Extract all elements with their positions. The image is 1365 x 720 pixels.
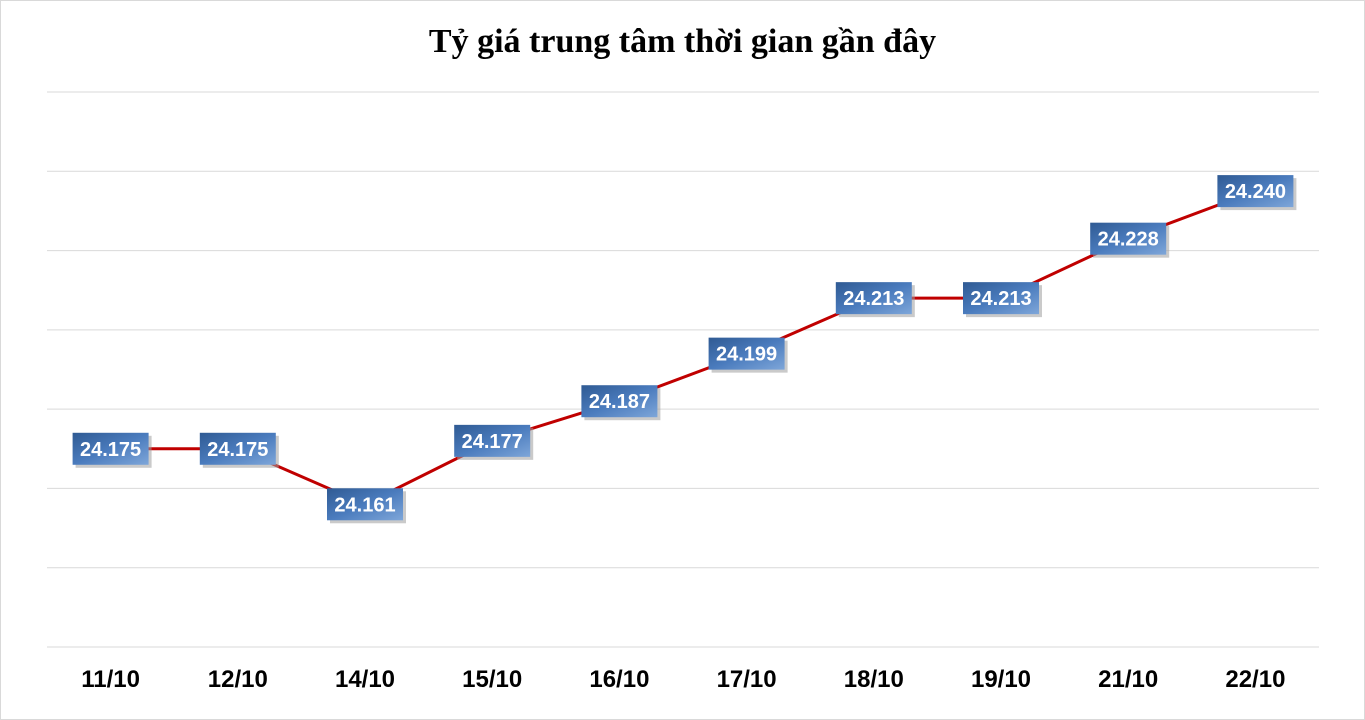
data-label-text: 24.175	[207, 439, 268, 461]
data-label-text: 24.213	[970, 288, 1031, 310]
data-label: 24.228	[1090, 222, 1170, 258]
x-tick-label: 21/10	[1098, 666, 1158, 693]
data-point-marker	[835, 282, 912, 315]
data-label-text: 24.199	[716, 344, 777, 366]
data-point-marker	[72, 432, 149, 465]
data-label-text: 24.177	[462, 431, 523, 453]
data-label: 24.187	[581, 385, 661, 421]
data-point-marker	[708, 337, 785, 370]
data-label-text: 24.175	[80, 439, 141, 461]
data-label: 24.177	[454, 424, 534, 460]
data-point-marker	[327, 488, 403, 521]
data-labels: 24.175 24.175 24.161 24.177 24.187 24.199 24.2…	[72, 175, 1297, 524]
x-tick-label: 18/10	[844, 666, 904, 693]
data-label: 24.213	[835, 282, 915, 318]
x-tick-label: 22/10	[1225, 666, 1285, 693]
x-axis: 11/10 12/10 14/10 15/10 16/10 17/10 18/10 19/10…	[81, 666, 1285, 693]
x-tick-label: 11/10	[81, 666, 140, 693]
data-point-marker	[1090, 222, 1167, 255]
data-label: 24.199	[708, 337, 788, 373]
x-tick-label: 12/10	[208, 666, 268, 693]
data-label-text: 24.240	[1225, 181, 1286, 203]
data-label-text: 24.187	[589, 391, 650, 413]
data-point-marker	[199, 432, 276, 465]
data-label-text: 24.228	[1098, 229, 1159, 251]
x-tick-label: 17/10	[717, 666, 777, 693]
data-point-marker	[1217, 175, 1294, 208]
x-tick-label: 16/10	[589, 666, 649, 693]
x-tick-label: 15/10	[462, 666, 522, 693]
data-label-text: 24.213	[843, 288, 904, 310]
data-label: 24.240	[1217, 175, 1297, 211]
data-label: 24.213	[963, 282, 1042, 318]
series-line-layer	[110, 189, 1256, 506]
data-point-marker	[454, 424, 531, 457]
gridlines	[47, 91, 1319, 648]
data-point-marker	[581, 385, 658, 418]
x-tick-label: 14/10	[335, 666, 395, 693]
data-label-text: 24.161	[334, 494, 395, 516]
chart-title: Tỷ giá trung tâm thời gian gần đây	[428, 23, 937, 60]
data-label: 24.175	[199, 432, 279, 468]
series-line	[110, 189, 1256, 506]
data-label: 24.161	[327, 488, 406, 524]
data-point-marker	[963, 282, 1039, 315]
x-tick-label: 19/10	[971, 666, 1031, 693]
data-label: 24.175	[72, 432, 152, 468]
